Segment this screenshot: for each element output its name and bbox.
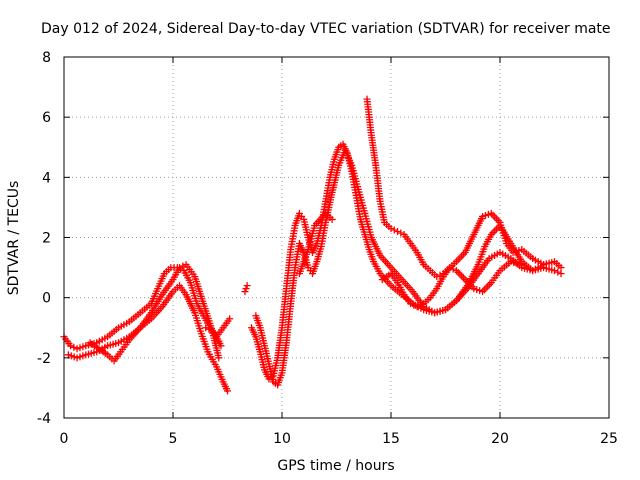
y-tick-label: 0 — [42, 291, 51, 307]
data-points — [60, 95, 565, 395]
series-trace-b — [64, 282, 231, 395]
series-trace-g — [252, 146, 565, 389]
y-tick-label: 8 — [42, 50, 51, 66]
data-point — [202, 324, 210, 332]
x-tick-label: 5 — [169, 431, 178, 447]
data-point — [446, 264, 454, 272]
series-trace-e — [241, 282, 251, 296]
data-point — [226, 315, 234, 323]
x-tick-labels: 0 5 10 15 20 25 — [60, 431, 618, 447]
data-point — [176, 264, 184, 272]
data-point — [518, 261, 526, 269]
data-point — [551, 267, 558, 275]
data-point — [328, 215, 336, 223]
data-point — [67, 342, 75, 350]
y-tick-label: -2 — [37, 351, 51, 367]
data-point — [179, 262, 187, 270]
axis-ticks — [63, 56, 610, 419]
data-point — [540, 261, 548, 269]
y-tick-labels: -4 -2 0 2 4 6 8 — [37, 50, 51, 427]
data-point — [205, 325, 213, 333]
data-point — [557, 270, 565, 278]
x-tick-label: 15 — [382, 431, 400, 447]
data-point — [433, 273, 441, 281]
data-point — [390, 226, 398, 234]
data-point — [557, 264, 565, 272]
data-point — [387, 224, 395, 232]
x-tick-label: 20 — [491, 431, 509, 447]
data-point — [449, 265, 457, 273]
data-point — [554, 268, 562, 276]
x-tick-label: 10 — [273, 431, 291, 447]
data-point — [416, 301, 424, 309]
data-point — [224, 387, 231, 395]
x-axis-label: GPS time / hours — [277, 458, 394, 474]
series-trace-c — [86, 261, 223, 365]
data-point — [243, 282, 251, 290]
y-tick-label: 6 — [42, 110, 51, 126]
data-point — [413, 303, 421, 311]
data-point — [407, 300, 415, 308]
x-tick-label: 25 — [600, 431, 618, 447]
chart-title: Day 012 of 2024, Sidereal Day-to-day VTE… — [41, 21, 611, 37]
y-axis-label: SDTVAR / TECUs — [6, 181, 22, 296]
data-point — [241, 288, 249, 296]
data-point — [436, 271, 444, 279]
series-trace-d — [202, 315, 234, 341]
data-point — [70, 343, 78, 351]
series-trace-h — [295, 209, 336, 278]
grid-lines — [64, 57, 609, 418]
y-tick-label: 2 — [42, 231, 51, 247]
data-point — [242, 285, 250, 293]
series-trace-j — [378, 258, 526, 311]
data-point — [410, 301, 418, 309]
x-tick-label: 0 — [60, 431, 69, 447]
y-tick-label: 4 — [42, 170, 51, 186]
data-point — [394, 227, 402, 235]
data-point — [215, 354, 223, 362]
y-tick-label: -4 — [37, 411, 51, 427]
data-point — [397, 229, 405, 237]
